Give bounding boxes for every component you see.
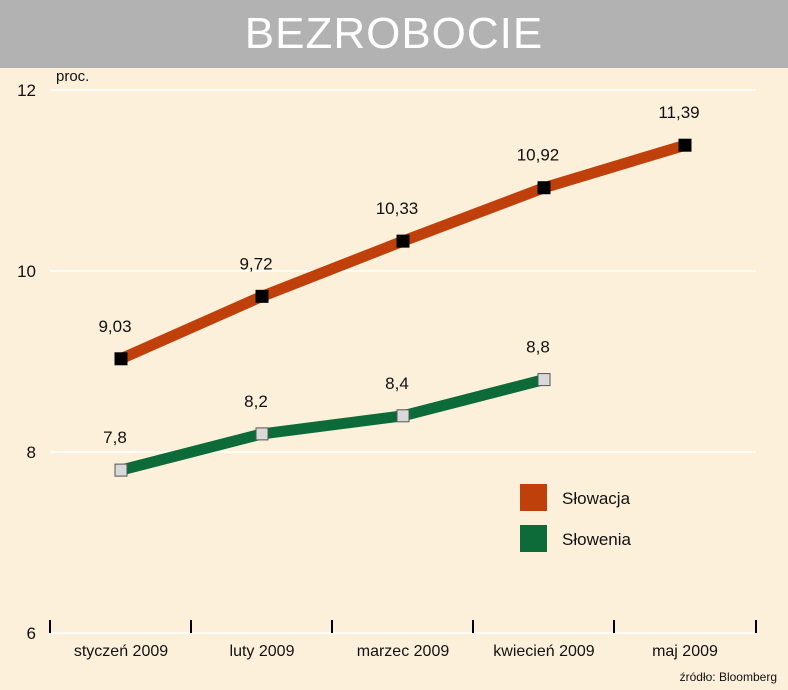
y-tick-label: 8 — [27, 443, 36, 462]
data-point — [114, 352, 128, 366]
data-label: 10,33 — [376, 199, 419, 218]
data-label: 7,8 — [103, 428, 127, 447]
x-tick-label: marzec 2009 — [357, 643, 450, 660]
data-label: 9,72 — [239, 254, 272, 273]
y-axis-label: proc. — [56, 68, 89, 85]
data-point — [255, 427, 269, 441]
data-label: 9,03 — [98, 317, 131, 336]
x-tick-label: styczeń 2009 — [74, 643, 168, 660]
y-tick-label: 6 — [27, 624, 36, 643]
legend-swatch — [520, 484, 547, 511]
series-line — [118, 139, 687, 364]
x-tick-label: luty 2009 — [230, 643, 295, 660]
data-label: 11,39 — [658, 103, 699, 122]
x-tick-label: kwiecień 2009 — [493, 643, 595, 660]
data-label: 8,4 — [385, 374, 409, 393]
data-point — [114, 463, 128, 477]
series-line — [119, 374, 546, 476]
data-point — [255, 289, 269, 303]
data-label: 10,92 — [517, 146, 560, 165]
series-1: 7,8 8,2 8,4 8,8 — [103, 338, 551, 477]
data-point — [396, 409, 410, 423]
legend: Słowacja Słowenia — [520, 484, 632, 552]
source-note: źródło: Bloomberg — [680, 670, 777, 684]
data-label: 8,2 — [244, 392, 268, 411]
data-point — [678, 138, 692, 152]
legend-label: Słowenia — [562, 530, 632, 549]
x-tick-label: maj 2009 — [652, 643, 718, 660]
data-point — [537, 181, 551, 195]
series-group: 9,03 9,72 10,33 10,92 11,39 7,8 8,2 8,4 8,8 — [98, 103, 700, 477]
y-tick-label: 10 — [17, 262, 36, 281]
y-axis-ticks: 6 8 10 12 — [17, 81, 36, 643]
data-label: 8,8 — [526, 338, 550, 357]
legend-swatch — [520, 525, 547, 552]
title-bar: BEZROBOCIE — [0, 0, 788, 68]
gridlines — [50, 89, 756, 453]
data-point — [537, 373, 551, 387]
x-axis: styczeń 2009 luty 2009 marzec 2009 kwiecień… — [49, 620, 757, 660]
y-tick-label: 12 — [17, 81, 36, 100]
legend-label: Słowacja — [562, 489, 631, 508]
data-point — [396, 234, 410, 248]
series-0: 9,03 9,72 10,33 10,92 11,39 — [98, 103, 700, 366]
chart-title: BEZROBOCIE — [244, 9, 544, 58]
